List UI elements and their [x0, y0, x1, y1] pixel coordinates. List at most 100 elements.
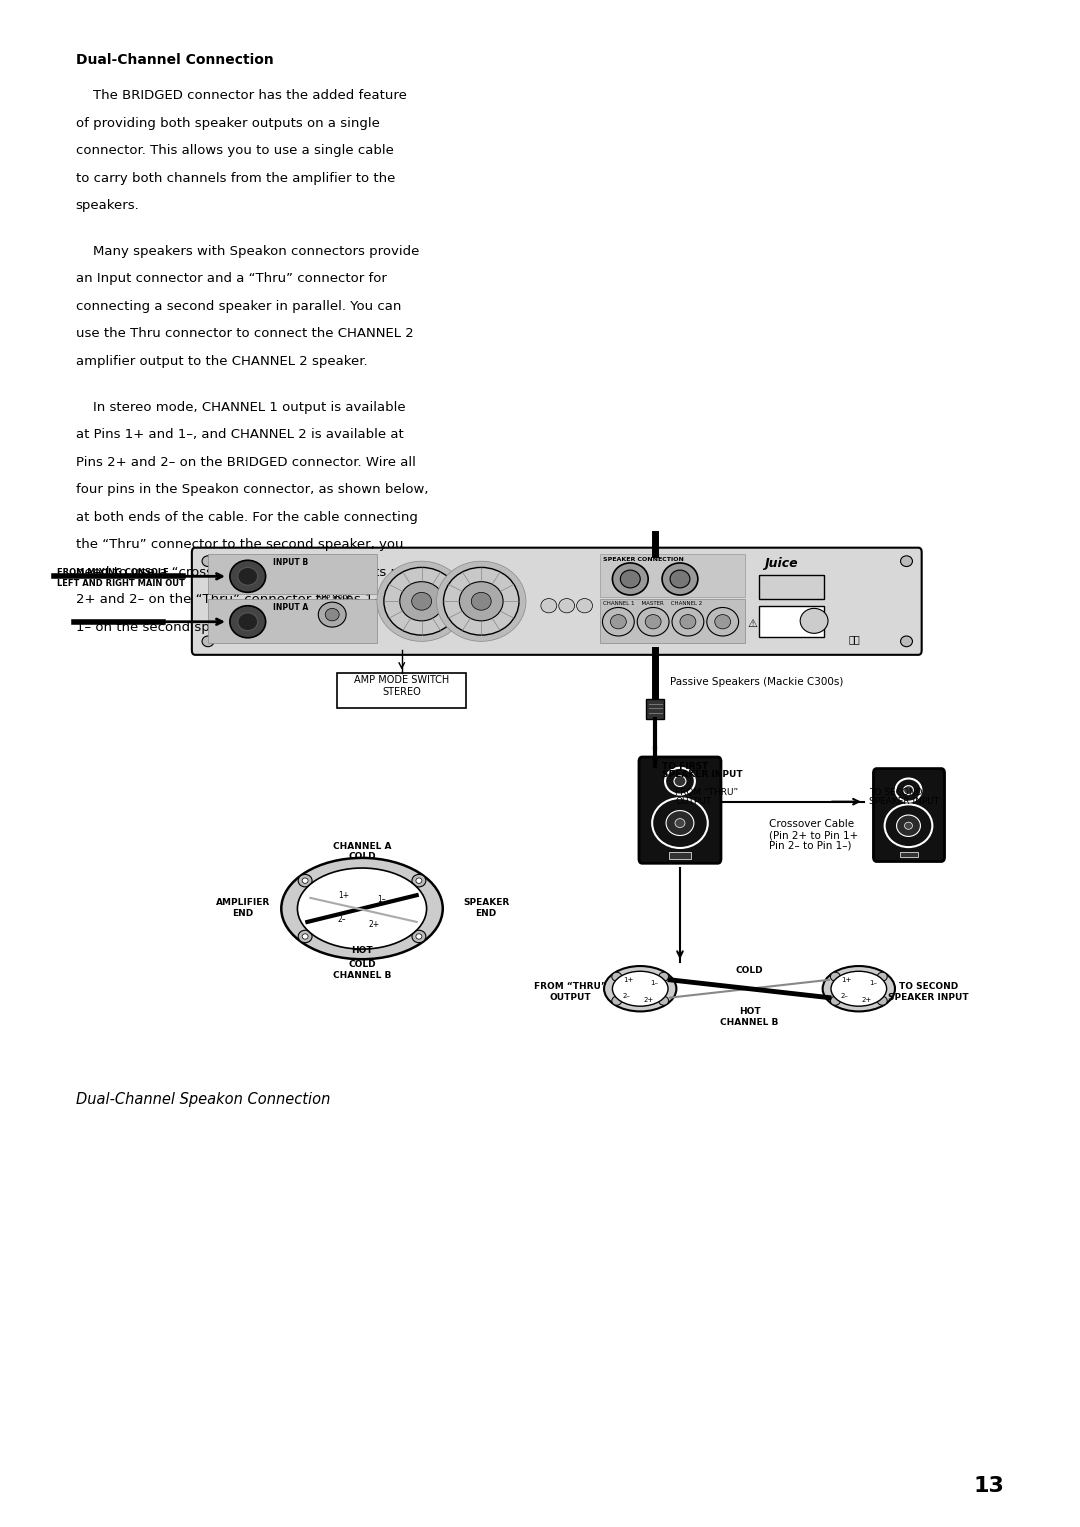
Text: OUTPUT: OUTPUT — [675, 797, 711, 806]
Text: 2+: 2+ — [862, 997, 872, 1003]
Text: Pins 2+ and 2– on the BRIDGED connector. Wire all: Pins 2+ and 2– on the BRIDGED connector.… — [76, 455, 416, 469]
Text: 1+: 1+ — [623, 977, 634, 983]
Ellipse shape — [895, 779, 921, 802]
Text: 2+ and 2– on the “Thru” connector to pins 1+ and: 2+ and 2– on the “Thru” connector to pin… — [76, 592, 414, 606]
Ellipse shape — [302, 878, 308, 883]
Text: 13: 13 — [973, 1477, 1004, 1496]
Text: four pins in the Speakon connector, as shown below,: four pins in the Speakon connector, as s… — [76, 483, 428, 496]
Ellipse shape — [620, 570, 640, 588]
FancyBboxPatch shape — [874, 768, 945, 861]
Text: Dual-Channel Connection: Dual-Channel Connection — [76, 53, 273, 67]
Bar — [759, 606, 824, 637]
Text: In stereo mode, CHANNEL 1 output is available: In stereo mode, CHANNEL 1 output is avai… — [76, 400, 405, 414]
Ellipse shape — [659, 996, 669, 1005]
Text: STEREO: STEREO — [382, 687, 421, 696]
Text: Juice: Juice — [765, 557, 798, 570]
Ellipse shape — [230, 560, 266, 592]
Bar — [759, 574, 824, 600]
Text: INPUT B: INPUT B — [272, 557, 308, 567]
Ellipse shape — [662, 563, 698, 596]
Ellipse shape — [202, 635, 214, 647]
Bar — [600, 554, 744, 597]
Ellipse shape — [901, 635, 913, 647]
Text: TO FIRST: TO FIRST — [662, 762, 708, 771]
Ellipse shape — [674, 776, 686, 786]
Ellipse shape — [800, 608, 828, 634]
Ellipse shape — [416, 878, 422, 883]
Ellipse shape — [411, 592, 432, 611]
Text: TO SECOND: TO SECOND — [899, 982, 958, 991]
Ellipse shape — [706, 608, 739, 635]
Ellipse shape — [383, 568, 459, 635]
Bar — [669, 852, 691, 858]
Ellipse shape — [645, 614, 661, 629]
Bar — [600, 599, 744, 643]
Ellipse shape — [715, 614, 731, 629]
Text: at both ends of the cable. For the cable connecting: at both ends of the cable. For the cable… — [76, 510, 418, 524]
Ellipse shape — [904, 785, 914, 794]
Text: 1–: 1– — [868, 980, 877, 986]
Ellipse shape — [325, 608, 339, 621]
Ellipse shape — [298, 875, 312, 887]
Text: the “Thru” connector to the second speaker, you: the “Thru” connector to the second speak… — [76, 538, 403, 551]
Text: LEFT AND RIGHT MAIN OUT: LEFT AND RIGHT MAIN OUT — [57, 579, 185, 588]
Text: SPEAKER INPUT: SPEAKER INPUT — [662, 771, 743, 779]
Text: Dual-Channel Speakon Connection: Dual-Channel Speakon Connection — [76, 1092, 330, 1107]
Text: FROM MIXING CONSOLE: FROM MIXING CONSOLE — [57, 568, 168, 577]
Text: INPUT A: INPUT A — [272, 603, 308, 612]
Ellipse shape — [297, 867, 427, 950]
Text: speakers.: speakers. — [76, 199, 139, 212]
Ellipse shape — [558, 599, 575, 612]
Text: need to use a “crossover” cable that connects pins: need to use a “crossover” cable that con… — [76, 565, 418, 579]
Ellipse shape — [471, 592, 491, 611]
Text: at Pins 1+ and 1–, and CHANNEL 2 is available at: at Pins 1+ and 1–, and CHANNEL 2 is avai… — [76, 428, 403, 441]
Ellipse shape — [444, 568, 519, 635]
Ellipse shape — [238, 612, 258, 631]
Ellipse shape — [885, 805, 932, 847]
Text: FROM “THRU”: FROM “THRU” — [675, 788, 738, 797]
Text: The BRIDGED connector has the added feature: The BRIDGED connector has the added feat… — [76, 89, 406, 102]
Ellipse shape — [411, 930, 426, 942]
Ellipse shape — [637, 608, 669, 635]
Ellipse shape — [298, 930, 312, 942]
Bar — [337, 672, 467, 709]
Text: to carry both channels from the amplifier to the: to carry both channels from the amplifie… — [76, 171, 395, 185]
Text: use the Thru connector to connect the CHANNEL 2: use the Thru connector to connect the CH… — [76, 327, 414, 341]
Ellipse shape — [831, 996, 840, 1005]
Bar — [646, 699, 664, 719]
Text: FROM “THRU”: FROM “THRU” — [535, 982, 607, 991]
Text: CHANNEL B: CHANNEL B — [720, 1019, 779, 1028]
Text: AMP MODE: AMP MODE — [318, 596, 352, 600]
Bar — [208, 554, 377, 594]
Text: 2–: 2– — [622, 993, 631, 999]
Text: Many speakers with Speakon connectors provide: Many speakers with Speakon connectors pr… — [76, 244, 419, 258]
FancyBboxPatch shape — [639, 757, 721, 863]
Ellipse shape — [896, 815, 920, 837]
Ellipse shape — [666, 811, 693, 835]
Text: an Input connector and a “Thru” connector for: an Input connector and a “Thru” connecto… — [76, 272, 387, 286]
Bar — [208, 599, 377, 643]
Text: 2–: 2– — [841, 993, 849, 999]
Text: END: END — [232, 909, 254, 918]
Ellipse shape — [612, 971, 669, 1006]
Text: COLD: COLD — [735, 967, 764, 976]
Ellipse shape — [672, 608, 704, 635]
Text: AMP MODE SWITCH: AMP MODE SWITCH — [354, 675, 449, 686]
Ellipse shape — [670, 570, 690, 588]
Ellipse shape — [238, 568, 258, 585]
Ellipse shape — [281, 858, 443, 959]
Ellipse shape — [577, 599, 593, 612]
Text: END: END — [475, 909, 497, 918]
Text: CHANNEL B: CHANNEL B — [333, 971, 391, 980]
Text: SPEAKER: SPEAKER — [463, 898, 510, 907]
Ellipse shape — [319, 602, 346, 628]
Text: CHANNEL 1    MASTER    CHANNEL 2: CHANNEL 1 MASTER CHANNEL 2 — [604, 602, 703, 606]
Ellipse shape — [230, 606, 266, 638]
Text: 1+: 1+ — [338, 890, 350, 899]
Text: CHANNEL A: CHANNEL A — [333, 841, 391, 851]
Text: 2–: 2– — [338, 915, 347, 924]
Text: Passive Speakers (Mackie C300s): Passive Speakers (Mackie C300s) — [670, 676, 843, 687]
Ellipse shape — [665, 768, 694, 794]
Ellipse shape — [400, 582, 444, 621]
Text: 2+: 2+ — [643, 997, 653, 1003]
